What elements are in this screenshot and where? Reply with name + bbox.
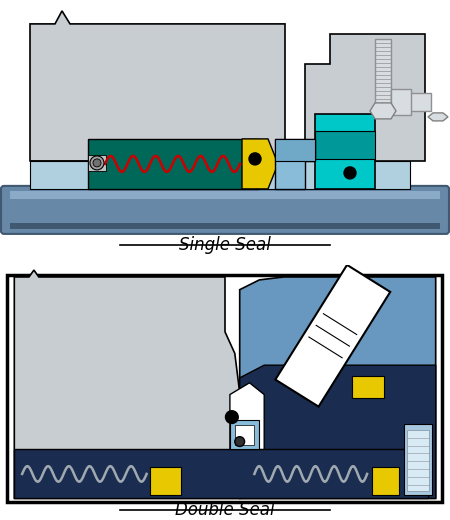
Polygon shape [275, 139, 315, 189]
Bar [372, 467, 400, 495]
Text: Double Seal: Double Seal [175, 501, 275, 519]
Polygon shape [30, 11, 285, 161]
Bar [14, 449, 428, 499]
Bar [230, 420, 259, 449]
Polygon shape [14, 270, 240, 499]
Ellipse shape [225, 411, 238, 423]
Bar [88, 155, 106, 171]
Polygon shape [305, 34, 425, 161]
Bar [375, 39, 391, 104]
Ellipse shape [235, 437, 245, 447]
Ellipse shape [93, 159, 101, 167]
Bar [391, 93, 431, 111]
Bar [8, 275, 441, 502]
Ellipse shape [249, 153, 261, 165]
FancyBboxPatch shape [1, 186, 449, 234]
Polygon shape [370, 103, 396, 119]
Bar [315, 114, 375, 189]
Ellipse shape [344, 167, 356, 179]
Polygon shape [428, 113, 448, 121]
Bar [10, 191, 440, 199]
Bar [235, 425, 254, 445]
Bar [149, 467, 181, 495]
Bar [315, 131, 375, 159]
Polygon shape [242, 139, 278, 189]
Bar [391, 89, 411, 115]
Bar [30, 161, 410, 189]
Ellipse shape [90, 156, 104, 170]
Bar [275, 139, 315, 161]
Polygon shape [275, 265, 390, 407]
Bar [352, 376, 384, 397]
Bar [405, 424, 432, 495]
Polygon shape [240, 277, 436, 499]
Polygon shape [240, 365, 436, 499]
Text: Single Seal: Single Seal [179, 236, 271, 254]
Bar [407, 430, 429, 490]
Bar [10, 223, 440, 229]
Polygon shape [230, 383, 264, 449]
Bar [88, 139, 258, 189]
